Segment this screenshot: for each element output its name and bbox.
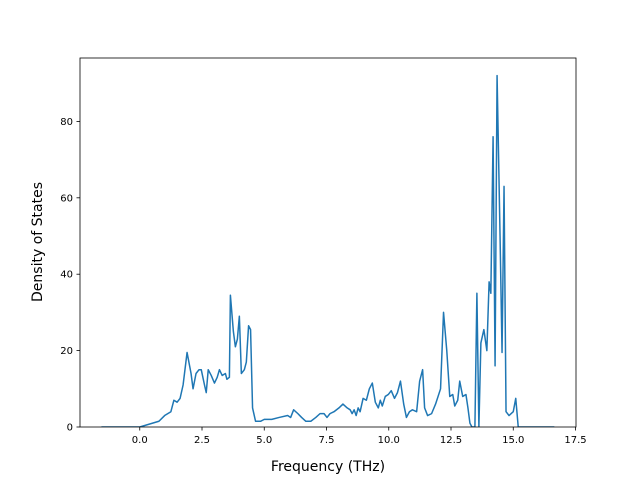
data-line bbox=[101, 74, 555, 427]
y-tick-label: 0 bbox=[67, 423, 73, 434]
y-tick-label: 60 bbox=[60, 193, 73, 204]
axes-frame bbox=[79, 57, 577, 428]
x-tick-label: 5.0 bbox=[256, 435, 272, 446]
x-tick-label: 10.0 bbox=[378, 435, 400, 446]
x-tick-label: 2.5 bbox=[194, 435, 210, 446]
x-tick-label: 15.0 bbox=[502, 435, 524, 446]
y-axis-label: Density of States bbox=[30, 182, 46, 302]
x-tick-label: 7.5 bbox=[319, 435, 335, 446]
y-tick-label: 40 bbox=[60, 270, 73, 281]
x-axis-label: Frequency (THz) bbox=[271, 459, 385, 475]
x-tick-label: 17.5 bbox=[564, 435, 586, 446]
y-tick-label: 20 bbox=[60, 346, 73, 357]
x-tick-label: 12.5 bbox=[440, 435, 462, 446]
x-tick-label: 0.0 bbox=[132, 435, 148, 446]
plot-area bbox=[101, 74, 555, 427]
y-tick-label: 80 bbox=[60, 117, 73, 128]
